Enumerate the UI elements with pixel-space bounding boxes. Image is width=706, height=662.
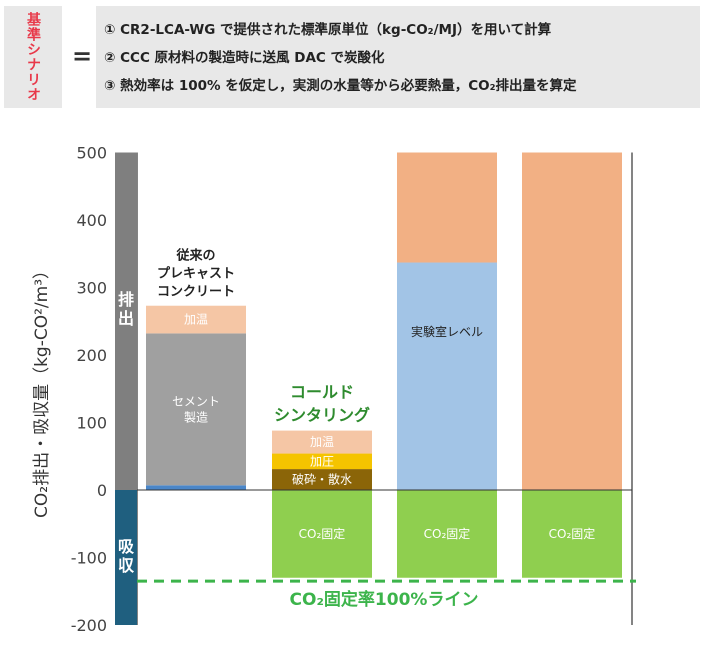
segment-label: 加圧 bbox=[310, 454, 334, 468]
bar-title: コールド bbox=[290, 383, 354, 402]
y-tick-label: 400 bbox=[76, 211, 107, 230]
segment-label: 製造 bbox=[184, 410, 208, 424]
bar-segment bbox=[272, 469, 372, 490]
segment-label: 破砕・散水 bbox=[292, 472, 352, 487]
bar-segment bbox=[522, 152, 622, 490]
reference-line-label: CO₂固定率100%ライン bbox=[290, 589, 479, 610]
emission-band bbox=[115, 152, 137, 490]
segment-label: CO₂固定 bbox=[549, 526, 596, 541]
segment-label: 加温 bbox=[310, 435, 334, 449]
bar-segment bbox=[272, 430, 372, 454]
bar-segment bbox=[522, 490, 622, 578]
segment-label: 実験室レベル bbox=[411, 324, 483, 339]
bar-segment bbox=[397, 262, 497, 490]
bar-segment bbox=[146, 333, 246, 486]
bar-title: コンクリート bbox=[157, 285, 235, 300]
bar-segment bbox=[397, 490, 497, 578]
y-tick-label: -200 bbox=[71, 616, 107, 635]
y-tick-label: 100 bbox=[76, 414, 107, 433]
scenario-label: 基準シナリオ bbox=[25, 12, 41, 102]
y-tick-label: 500 bbox=[76, 144, 107, 163]
bar-title: 従来の bbox=[175, 248, 215, 264]
segment-label: 加温 bbox=[184, 313, 208, 327]
bar-title: プレキャスト bbox=[157, 267, 235, 282]
bar-segment bbox=[397, 152, 497, 263]
y-axis-label: CO₂排出・吸収量（kg-CO²/m³） bbox=[32, 262, 52, 518]
y-tick-label: 0 bbox=[97, 481, 107, 500]
bar-segment bbox=[272, 453, 372, 470]
y-tick-label: 200 bbox=[76, 346, 107, 365]
bar-title: シンタリング bbox=[274, 406, 370, 425]
y-tick-label: 300 bbox=[76, 279, 107, 298]
bar-segment bbox=[272, 490, 372, 578]
scenario-line-2: ② CCC 原材料の製造時に送風 DAC で炭酸化 bbox=[104, 50, 385, 66]
absorption-band bbox=[115, 490, 137, 625]
segment-label: CO₂固定 bbox=[299, 526, 346, 541]
scenario-line-1: ① CR2-LCA-WG で提供された標準原単位（kg-CO₂/MJ）を用いて計… bbox=[104, 22, 552, 38]
bar-segment bbox=[146, 485, 246, 490]
segment-label: CO₂固定 bbox=[424, 526, 471, 541]
absorption-band-label: 吸 bbox=[118, 537, 135, 556]
emission-band-label: 出 bbox=[118, 309, 134, 328]
y-tick-label: -100 bbox=[71, 549, 107, 568]
scenario-label-box: 基準シナリオ bbox=[4, 6, 62, 108]
bar-segment bbox=[146, 305, 246, 334]
absorption-band-label: 収 bbox=[118, 556, 135, 575]
emission-band-label: 排 bbox=[118, 290, 134, 309]
scenario-line-3: ③ 熱効率は 100% を仮定し，実測の水量等から必要熱量，CO₂排出量を算定 bbox=[104, 78, 577, 94]
segment-label: セメント bbox=[172, 394, 220, 408]
scenario-description-box: ① CR2-LCA-WG で提供された標準原単位（kg-CO₂/MJ）を用いて計… bbox=[96, 6, 700, 108]
equals-sign: = bbox=[72, 42, 93, 70]
